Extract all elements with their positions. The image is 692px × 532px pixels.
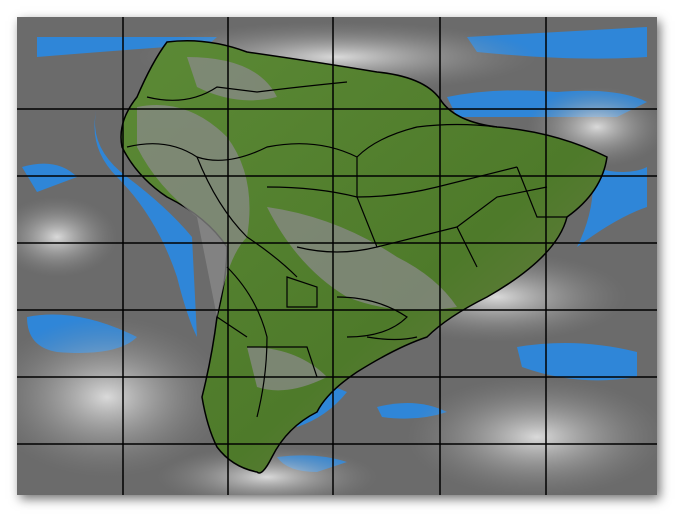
satellite-map <box>17 17 657 495</box>
lat-lon-grid <box>17 17 657 495</box>
political-borders <box>126 81 567 418</box>
map-canvas <box>17 17 657 495</box>
interior-clouds <box>137 57 457 391</box>
